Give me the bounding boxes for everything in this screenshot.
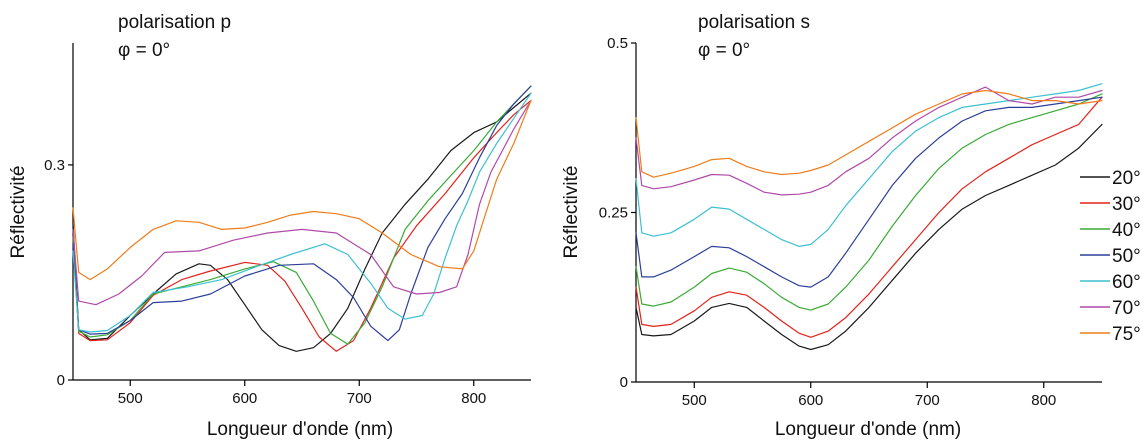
axes — [72, 43, 531, 381]
series-line-20deg — [72, 92, 532, 352]
series-line-20deg — [635, 123, 1103, 351]
series-line-75deg — [635, 89, 1103, 178]
x-tick-label: 600 — [232, 390, 257, 407]
x-tick-label: 500 — [682, 392, 707, 409]
ticks: 500 600 700 800 0 0.3 — [44, 157, 486, 407]
ticks: 500 600 700 800 0 0.25 0.5 — [599, 35, 1056, 409]
series-line-70deg — [72, 99, 532, 306]
x-axis-title: Longueur d'onde (nm) — [207, 419, 393, 440]
series-line-70deg — [635, 86, 1103, 196]
x-tick-label: 800 — [1031, 392, 1056, 409]
series-line-50deg — [72, 85, 532, 342]
chart-subtitle: φ = 0° — [698, 40, 750, 61]
y-tick-label: 0 — [620, 374, 628, 391]
y-tick-label: 0.5 — [607, 35, 628, 52]
legend-label: 60° — [1112, 272, 1141, 293]
x-tick-label: 700 — [347, 390, 372, 407]
series-line-50deg — [635, 96, 1103, 288]
plot-area — [635, 83, 1103, 351]
series-line-60deg — [635, 83, 1103, 247]
series-line-30deg — [635, 96, 1103, 338]
chart-subtitle: φ = 0° — [118, 40, 170, 61]
legend-label: 70° — [1112, 298, 1141, 319]
y-tick-label: 0 — [57, 372, 65, 389]
chart-polarisation-s: polarisation s φ = 0° Réflectivité Longu… — [561, 12, 1103, 440]
axes — [635, 43, 1102, 383]
y-axis-title: Réflectivité — [8, 166, 29, 259]
chart-title: polarisation s — [698, 12, 810, 33]
legend-label: 50° — [1112, 246, 1141, 267]
x-tick-label: 800 — [461, 390, 486, 407]
legend-label: 40° — [1112, 220, 1141, 241]
series-line-30deg — [72, 99, 532, 352]
x-axis-title: Longueur d'onde (nm) — [775, 419, 961, 440]
series-line-75deg — [72, 99, 532, 281]
y-tick-label: 0.25 — [599, 205, 628, 222]
chart-polarisation-p: polarisation p φ = 0° Réflectivité Longu… — [8, 12, 532, 440]
plot-area — [72, 85, 532, 352]
x-tick-label: 500 — [118, 390, 143, 407]
y-axis-title: Réflectivité — [561, 166, 582, 259]
legend: 20° 30° 40° 50° 60° 70° 75° — [1080, 168, 1141, 345]
legend-label: 75° — [1112, 324, 1141, 345]
series-line-40deg — [635, 93, 1103, 311]
x-tick-label: 700 — [915, 392, 940, 409]
legend-label: 20° — [1112, 168, 1141, 189]
legend-label: 30° — [1112, 194, 1141, 215]
x-tick-label: 600 — [798, 392, 823, 409]
y-tick-label: 0.3 — [44, 157, 65, 174]
series-line-60deg — [72, 92, 532, 333]
chart-title: polarisation p — [118, 12, 231, 33]
